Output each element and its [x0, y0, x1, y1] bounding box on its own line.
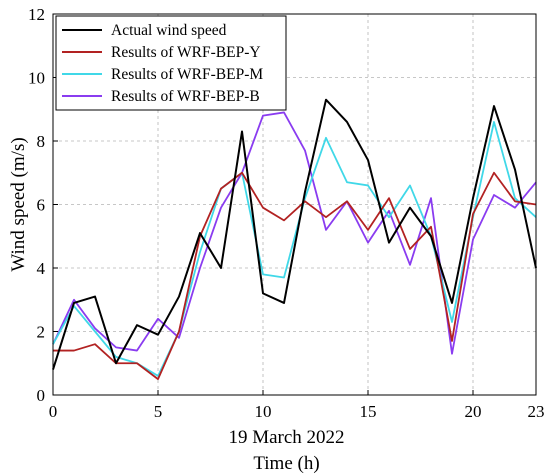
y-tick-label: 2 — [37, 323, 46, 342]
axis-ticks: 0 5 10 15 20 23 0 2 4 6 8 10 12 — [28, 5, 545, 421]
y-tick-label: 0 — [37, 386, 46, 405]
x-tick-label: 15 — [360, 402, 377, 421]
y-axis-title: Wind speed (m/s) — [8, 137, 29, 271]
legend-label: Results of WRF-BEP-Y — [111, 44, 261, 61]
x-tick-label: 0 — [49, 402, 58, 421]
series-line-3 — [52, 121, 537, 377]
legend: Actual wind speed Results of WRF-BEP-Y Res… — [55, 15, 287, 111]
date-label: 19 March 2022 — [228, 427, 344, 448]
y-tick-label: 8 — [37, 132, 46, 151]
y-tick-label: 4 — [37, 259, 46, 278]
series-lines — [52, 98, 537, 381]
x-tick-label: 10 — [255, 402, 272, 421]
series-line-4 — [52, 111, 537, 355]
series-line-1 — [52, 98, 537, 370]
y-tick-label: 6 — [37, 196, 46, 215]
x-tick-label: 23 — [528, 402, 545, 421]
y-tick-label: 12 — [28, 5, 45, 24]
legend-label: Results of WRF-BEP-M — [111, 66, 263, 83]
legend-box — [55, 15, 287, 111]
legend-label: Actual wind speed — [111, 22, 227, 39]
series-line-2 — [53, 171, 537, 381]
y-tick-label: 10 — [28, 69, 45, 88]
x-axis-title: Time (h) — [253, 453, 319, 474]
legend-label: Results of WRF-BEP-B — [111, 88, 260, 105]
x-tick-label: 5 — [154, 402, 163, 421]
x-tick-label: 20 — [465, 402, 482, 421]
